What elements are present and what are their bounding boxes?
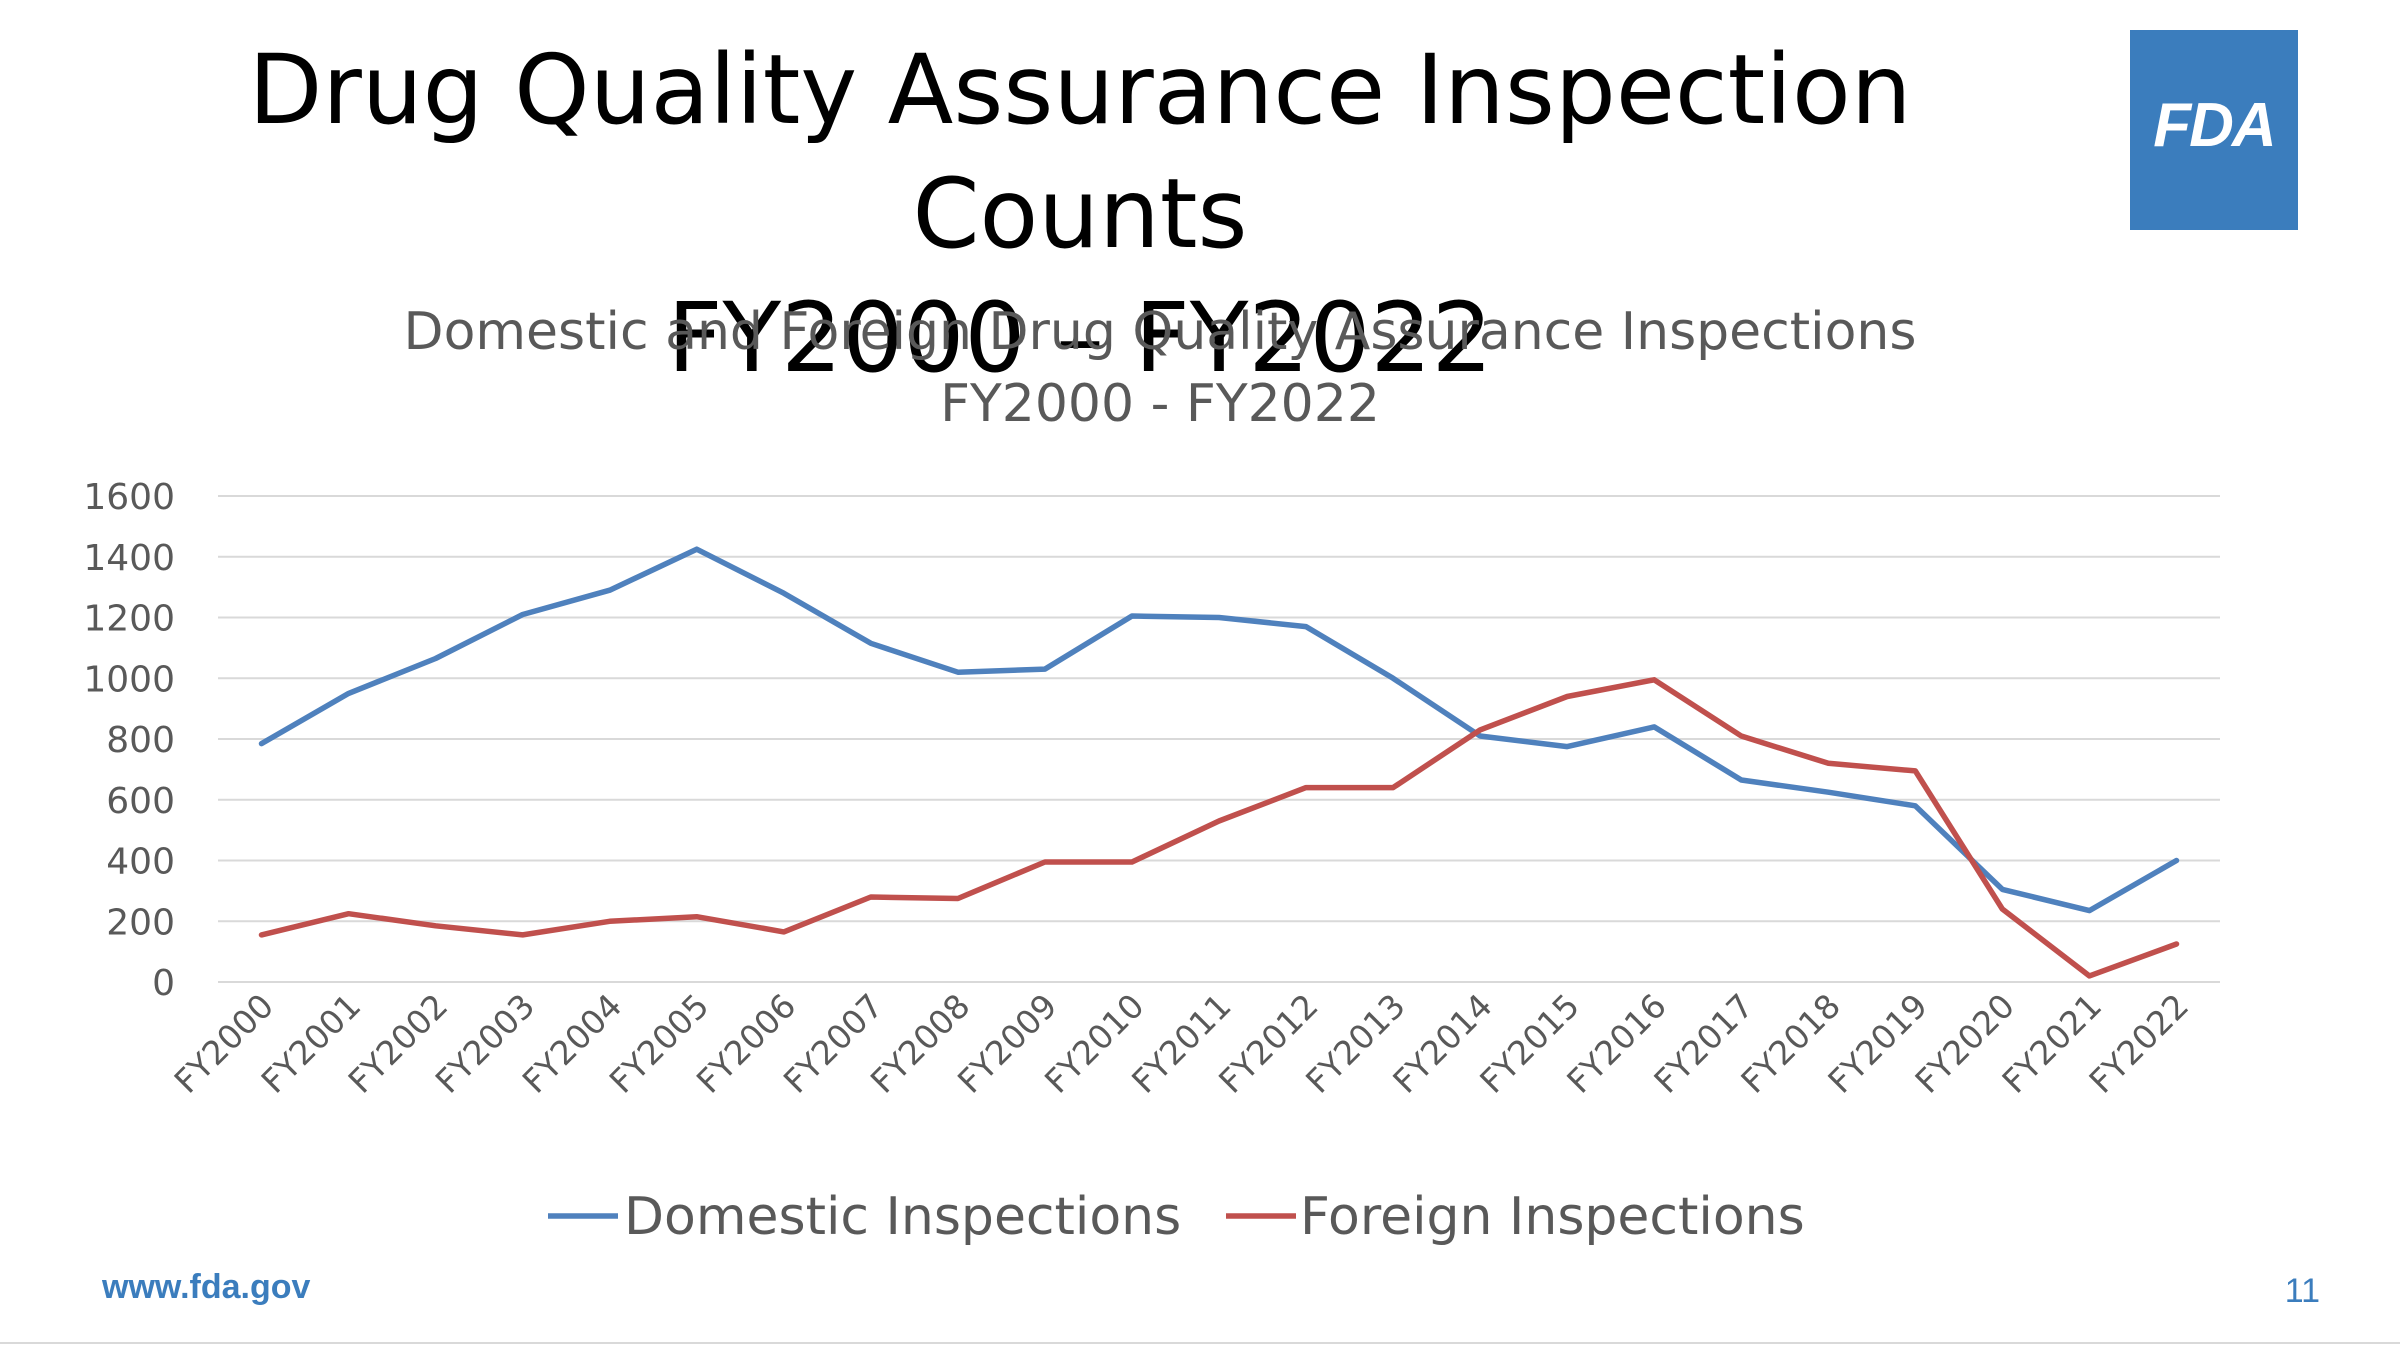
fda-logo: FDA (2130, 30, 2298, 230)
page-number: 11 (2284, 1272, 2320, 1310)
y-tick-label: 800 (106, 720, 175, 761)
y-tick-label: 1600 (83, 477, 175, 518)
chart-series (258, 546, 2180, 979)
y-tick-label: 1200 (83, 599, 175, 640)
x-axis-ticks: FY2000FY2001FY2002FY2003FY2004FY2005FY20… (167, 986, 2197, 1101)
y-tick-label: 200 (106, 902, 175, 943)
chart-title-block: Domestic and Foreign Drug Quality Assura… (300, 296, 2020, 440)
fda-logo-text: FDA (2153, 91, 2276, 160)
slide-title-line-1: Drug Quality Assurance Inspection Counts (248, 34, 1912, 270)
chart-legend: Domestic Inspections Foreign Inspections (548, 1187, 1805, 1247)
series-line-domestic (258, 546, 2180, 914)
bottom-divider (0, 1342, 2400, 1344)
chart-gridlines (218, 495, 2220, 983)
chart-title: Domestic and Foreign Drug Quality Assura… (403, 302, 1917, 362)
y-tick-label: 600 (106, 781, 175, 822)
chart-subtitle: FY2000 - FY2022 (940, 374, 1380, 434)
y-tick-label: 1400 (83, 538, 175, 579)
y-tick-label: 400 (106, 842, 175, 883)
y-tick-label: 1000 (83, 659, 175, 700)
series-line-foreign (258, 677, 2180, 979)
legend-label-foreign: Foreign Inspections (1300, 1187, 1805, 1247)
slide-title: Drug Quality Assurance Inspection Counts… (80, 28, 2080, 400)
y-axis-ticks: 0 200 400 600 800 1000 1200 1400 1600 (83, 477, 175, 1004)
legend-label-domestic: Domestic Inspections (624, 1187, 1181, 1247)
y-tick-label: 0 (152, 963, 175, 1004)
slide-title-line-2: FY2000 – FY2022 (667, 282, 1493, 394)
footer-url-link[interactable]: www.fda.gov (102, 1268, 311, 1306)
